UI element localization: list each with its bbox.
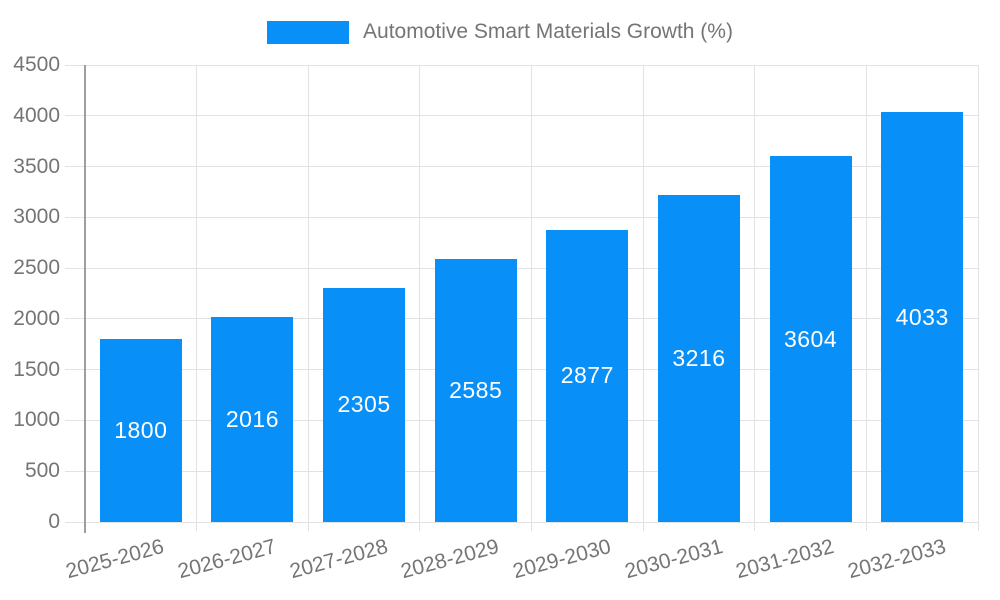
y-gridline [65,166,978,168]
y-axis-tick-label: 3000 [13,205,60,229]
y-axis-tick-label: 0 [48,510,60,533]
y-gridline [65,64,978,66]
x-axis-tick-label: 2027-2028 [287,535,391,584]
y-gridline [65,115,978,117]
x-axis-tick-label: 2025-2026 [63,535,167,584]
x-axis-tick-label: 2031-2032 [733,535,837,584]
y-gridline [65,470,978,472]
y-gridline [65,267,978,269]
y-gridline [65,419,978,421]
x-axis-tick-label: 2029-2030 [510,535,614,584]
bar-value-label: 3216 [672,345,726,372]
bar: 3604 [769,156,852,522]
bar-value-label: 2016 [225,406,280,433]
x-gridline [419,65,421,531]
y-axis-tick-label: 4500 [13,53,60,76]
y-axis-tick-label: 2000 [13,306,60,330]
bar: 1800 [99,339,182,522]
y-axis-tick-label: 3500 [13,154,60,178]
x-gridline [865,65,867,531]
plot-area: 0 500 1000 1500 2000 2500 3000 3500 4000 4500 1800… [13,53,979,583]
bar: 4033 [881,112,964,522]
y-gridline [65,521,978,523]
bar-value-label: 1800 [114,417,168,444]
x-axis-tick-label: 2030-2031 [621,535,725,584]
x-axis-tick-label: 2026-2027 [175,535,279,584]
x-axis-tick-label: 2032-2033 [845,535,949,584]
bar-value-label: 3604 [783,325,838,352]
bar-value-label: 2585 [449,377,503,404]
legend-swatch-icon [267,20,350,44]
bar: 2585 [434,259,517,522]
y-gridline [65,318,978,320]
x-gridline [977,65,979,531]
x-gridline [196,65,198,531]
chart-legend[interactable]: Automotive Smart Materials Growth (%) [0,20,1000,44]
y-axis-tick-label: 4000 [13,103,60,127]
y-gridline [65,216,978,218]
x-gridline [531,65,532,531]
x-gridline [754,65,756,531]
y-axis-tick-label: 500 [24,459,60,483]
bar: 2016 [211,317,294,522]
y-axis-tick-label: 1000 [13,408,60,432]
bar-value-label: 4033 [895,303,949,330]
x-gridline [307,65,309,531]
x-gridline [642,65,644,531]
bar: 2305 [323,287,406,522]
y-axis-tick-label: 2500 [13,256,60,280]
bar: 2877 [546,229,629,522]
x-axis-tick-label: 2028-2029 [398,535,502,584]
bar: 3216 [657,195,740,522]
y-gridline [65,369,978,371]
y-axis-tick-label: 1500 [13,357,60,381]
bar-value-label: 2877 [560,362,614,389]
legend-label: Automotive Smart Materials Growth (%) [363,20,733,43]
bar-value-label: 2305 [337,391,391,418]
y-axis-line [84,65,86,533]
